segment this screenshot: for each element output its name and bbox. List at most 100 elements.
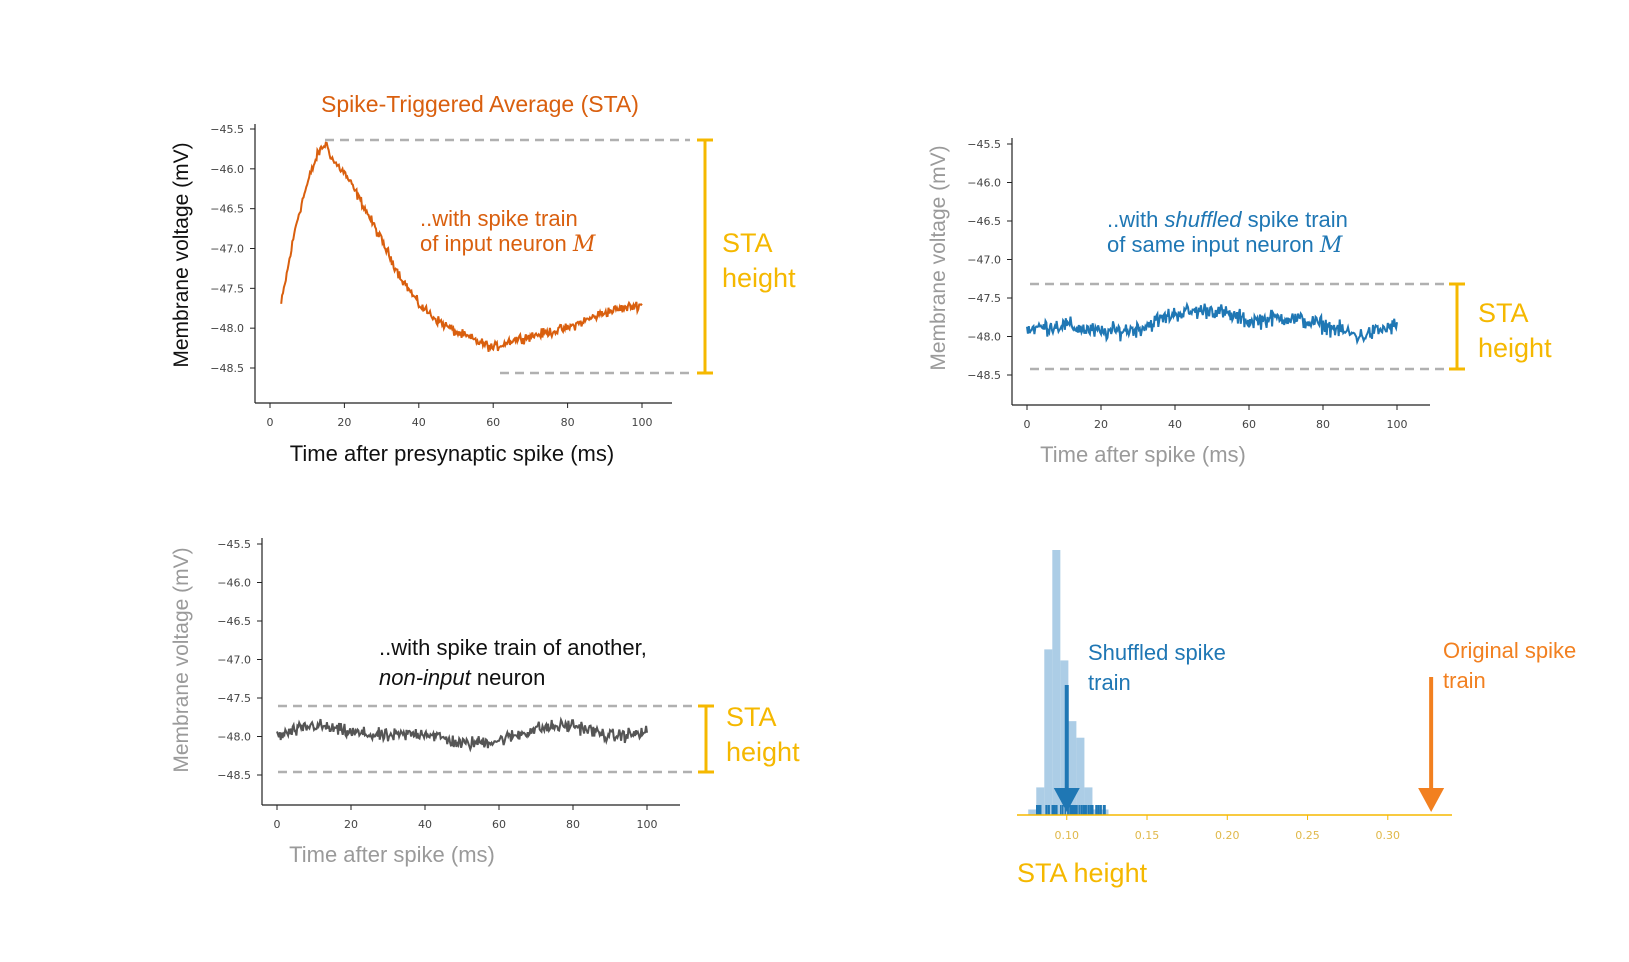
panel3-sta-label-line2: height (726, 737, 800, 767)
x-tick-label: 80 (1316, 418, 1330, 431)
panel-sta-non-input: −45.5 −46.0 −46.5 −47.0 −47.5 −48.0 −48.5 0 20 4… (170, 538, 800, 867)
shuffled-label-line1: Shuffled spike (1088, 640, 1226, 665)
histogram-bar (1052, 550, 1061, 815)
histogram-bar (1060, 660, 1069, 815)
x-tick-label: 0 (267, 416, 274, 429)
panel1-x-ticks: 0 20 40 60 80 100 (267, 403, 653, 429)
panel4-x-ticks: 0.10 0.15 0.20 0.25 0.30 (1055, 815, 1401, 842)
y-tick-label: −45.5 (210, 123, 244, 136)
y-tick-label: −46.0 (217, 577, 251, 590)
x-tick-label: 60 (492, 818, 506, 831)
panel2-sta-label-line1: STA (1478, 298, 1529, 328)
histogram-bar (1036, 787, 1045, 815)
shuffled-arrow-head (1053, 788, 1080, 812)
y-tick-label: −45.5 (217, 538, 251, 551)
x-tick-label: 40 (412, 416, 426, 429)
histogram-bar (1084, 787, 1093, 815)
panel1-annotation-prefix: of input neuron (420, 231, 573, 256)
y-tick-label: −46.5 (967, 215, 1001, 228)
histogram-bar (1076, 737, 1085, 815)
panel1-y-label: Membrane voltage (mV) (170, 142, 193, 367)
panel3-sta-label-line1: STA (726, 702, 777, 732)
panel3-annotation-em: non-input (379, 665, 472, 690)
x-tick-label: 80 (561, 416, 575, 429)
panel2-x-label: Time after spike (ms) (1040, 442, 1246, 467)
y-tick-label: −47.5 (210, 282, 244, 295)
panel3-y-ticks: −45.5 −46.0 −46.5 −47.0 −47.5 −48.0 −48.5 (217, 538, 262, 782)
original-value-arrow (1418, 677, 1445, 812)
x-tick-label: 40 (418, 818, 432, 831)
shuffled-mean-arrow (1053, 685, 1080, 812)
x-tick-label: 60 (1242, 418, 1256, 431)
x-tick-label: 0.30 (1376, 829, 1401, 842)
panel3-annotation-suffix: neuron (471, 665, 546, 690)
panel3-y-label: Membrane voltage (mV) (170, 547, 193, 772)
x-tick-label: 20 (1094, 418, 1108, 431)
panel1-annotation-var: M (572, 232, 596, 257)
panel3-voltage-trace (276, 716, 648, 753)
y-tick-label: −48.5 (967, 369, 1001, 382)
original-arrow-head (1418, 788, 1445, 812)
panel3-x-ticks: 0 20 40 60 80 100 (274, 805, 658, 831)
panel1-x-label: Time after presynaptic spike (ms) (290, 441, 614, 466)
y-tick-label: −46.0 (967, 177, 1001, 190)
panel2-annotation-prefix: ..with (1107, 207, 1164, 232)
panel3-x-label: Time after spike (ms) (289, 842, 495, 867)
y-tick-label: −47.0 (967, 254, 1001, 267)
x-tick-label: 100 (1387, 418, 1408, 431)
histogram-bar (1028, 809, 1037, 815)
original-label-line1: Original spike (1443, 638, 1576, 663)
y-tick-label: −48.5 (210, 362, 244, 375)
y-tick-label: −48.0 (217, 731, 251, 744)
panel2-annotation-em: shuffled (1164, 207, 1242, 232)
x-tick-label: 0.25 (1295, 829, 1320, 842)
panel1-annotation-line1: ..with spike train (420, 206, 578, 231)
histogram-bar (1068, 721, 1077, 815)
original-label-line2: train (1443, 668, 1486, 693)
panel2-y-label: Membrane voltage (mV) (927, 145, 950, 370)
panel1-sta-label-line1: STA (722, 228, 773, 258)
panel1-title: Spike-Triggered Average (STA) (321, 91, 639, 117)
x-tick-label: 0.10 (1055, 829, 1080, 842)
panel-sta-shuffled: −45.5 −46.0 −46.5 −47.0 −47.5 −48.0 −48.5 0 20 4… (927, 138, 1552, 467)
panel2-annotation-suffix: spike train (1242, 207, 1348, 232)
panel2-annotation-line1: ..with shuffled spike train (1107, 207, 1348, 232)
panel1-annotation-line2: of input neuron M (420, 231, 596, 257)
x-tick-label: 0 (1024, 418, 1031, 431)
y-tick-label: −48.0 (967, 331, 1001, 344)
x-tick-label: 20 (344, 818, 358, 831)
x-tick-label: 60 (486, 416, 500, 429)
panel2-x-ticks: 0 20 40 60 80 100 (1024, 405, 1408, 431)
panel3-annotation-line1: ..with spike train of another, (379, 635, 647, 660)
x-tick-label: 0 (274, 818, 281, 831)
shuffled-label-line2: train (1088, 670, 1131, 695)
panel2-y-ticks: −45.5 −46.0 −46.5 −47.0 −47.5 −48.0 −48.5 (967, 138, 1012, 382)
x-tick-label: 100 (632, 416, 653, 429)
panel2-sta-label-line2: height (1478, 333, 1552, 363)
x-tick-label: 0.20 (1215, 829, 1240, 842)
panel1-voltage-trace (280, 141, 643, 352)
y-tick-label: −46.5 (217, 615, 251, 628)
y-tick-label: −48.5 (217, 769, 251, 782)
panel-sta-original: Spike-Triggered Average (STA) −45.5 −46.0… (170, 91, 796, 466)
panel-sta-histogram: 0.10 0.15 0.20 0.25 0.30 STA height Shuffled… (1017, 550, 1576, 888)
y-tick-label: −48.0 (210, 322, 244, 335)
y-tick-label: −47.0 (217, 654, 251, 667)
y-tick-label: −47.5 (967, 292, 1001, 305)
panel1-sta-label-line2: height (722, 263, 796, 293)
panel4-x-label: STA height (1017, 858, 1148, 888)
x-tick-label: 20 (337, 416, 351, 429)
y-tick-label: −47.5 (217, 692, 251, 705)
panel2-voltage-trace (1026, 301, 1398, 346)
x-tick-label: 80 (566, 818, 580, 831)
x-tick-label: 100 (637, 818, 658, 831)
y-tick-label: −46.0 (210, 163, 244, 176)
panel2-annotation-var: M (1319, 233, 1343, 258)
y-tick-label: −45.5 (967, 138, 1001, 151)
panel3-annotation-line2: non-input neuron (379, 665, 545, 690)
panel1-y-ticks: −45.5 −46.0 −46.5 −47.0 −47.5 −48.0 −48.5 (210, 123, 255, 375)
panel2-annotation-line2: of same input neuron M (1107, 232, 1343, 258)
histogram-bar (1044, 649, 1053, 815)
x-tick-label: 0.15 (1135, 829, 1160, 842)
